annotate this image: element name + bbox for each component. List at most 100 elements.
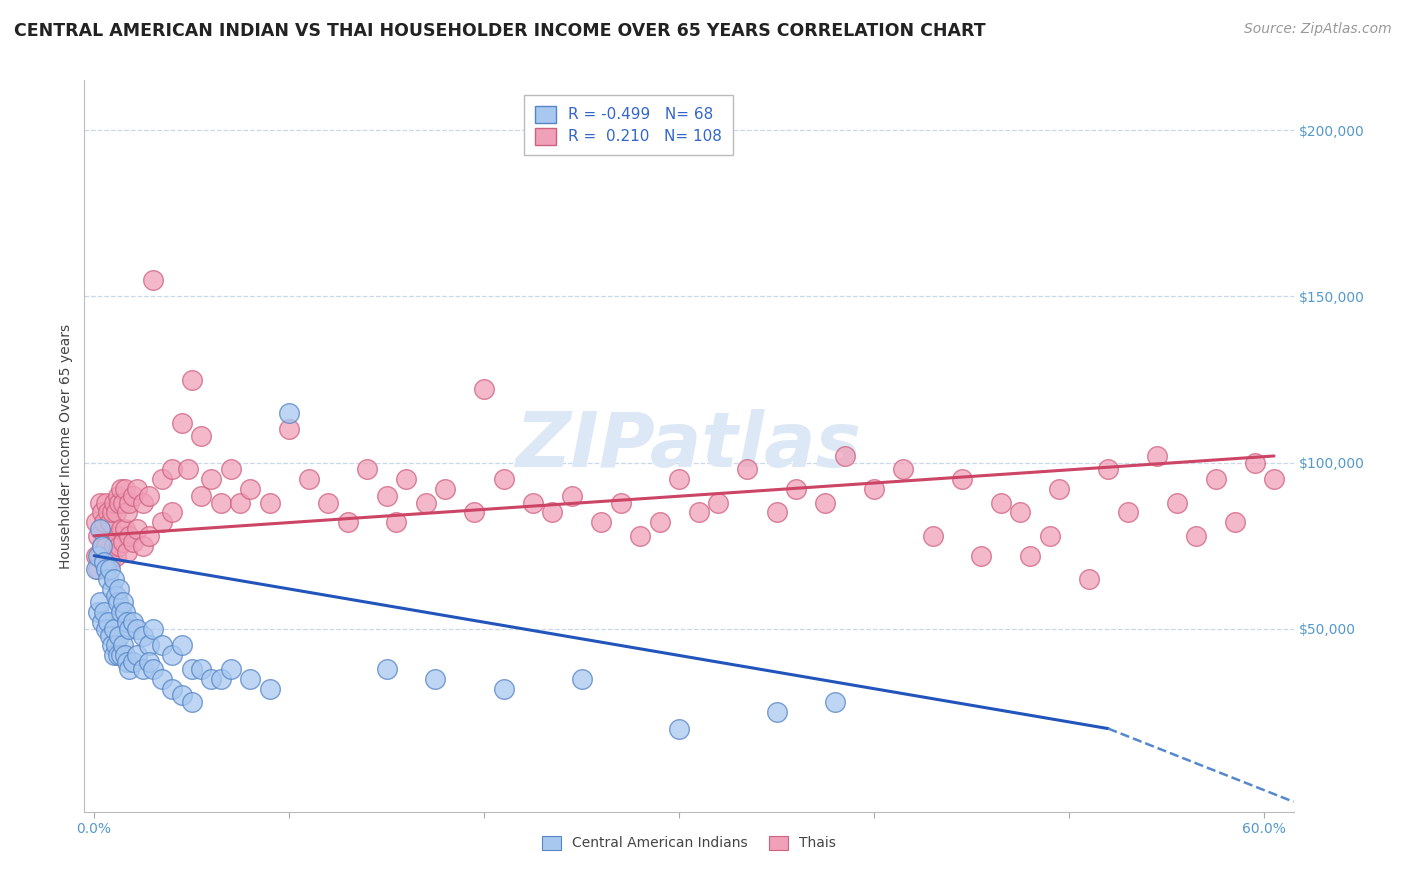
Point [356,462,378,476]
Point [110,648,132,663]
Point [209,672,232,686]
Point [118,529,141,543]
Point [100,639,122,653]
Point [950,472,973,486]
Point [97,572,120,586]
Point [89,522,111,536]
Point [107,529,129,543]
Point [114,648,136,663]
Point [395,472,418,486]
Point [132,495,155,509]
Point [415,495,437,509]
Point [108,582,131,596]
Point [114,522,136,536]
Point [108,628,131,642]
Point [765,705,787,719]
Point [609,495,631,509]
Point [628,529,651,543]
Point [117,615,139,630]
Point [125,522,148,536]
Point [180,695,202,709]
Point [142,273,165,287]
Point [122,489,145,503]
Point [94,562,117,576]
Point [1185,529,1208,543]
Point [117,506,139,520]
Text: ZIPatlas: ZIPatlas [516,409,862,483]
Point [122,655,145,669]
Point [336,516,359,530]
Point [375,662,398,676]
Point [112,595,135,609]
Point [990,495,1012,509]
Point [200,672,222,686]
Point [180,662,202,676]
Point [104,639,127,653]
Point [138,489,160,503]
Point [209,495,232,509]
Point [1019,549,1042,563]
Point [472,383,495,397]
Point [160,648,183,663]
Point [103,572,125,586]
Point [90,539,112,553]
Point [190,662,212,676]
Point [170,416,193,430]
Point [893,462,915,476]
Point [863,482,886,496]
Point [108,495,131,509]
Point [170,639,193,653]
Point [150,472,173,486]
Point [103,539,125,553]
Point [970,549,993,563]
Point [103,622,125,636]
Point [104,506,127,520]
Point [150,639,173,653]
Point [522,495,544,509]
Point [98,516,121,530]
Point [89,549,111,563]
Point [93,555,115,569]
Point [118,495,141,509]
Point [150,672,173,686]
Point [278,406,301,420]
Point [90,539,112,553]
Point [138,639,160,653]
Point [492,472,515,486]
Point [239,672,262,686]
Point [100,506,122,520]
Point [89,595,111,609]
Point [138,529,160,543]
Point [316,495,339,509]
Point [541,506,564,520]
Point [125,622,148,636]
Point [1205,472,1227,486]
Point [112,495,135,509]
Point [425,672,447,686]
Point [142,662,165,676]
Point [160,681,183,696]
Point [385,516,408,530]
Point [94,622,117,636]
Point [104,549,127,563]
Point [84,562,107,576]
Point [591,516,613,530]
Point [150,516,173,530]
Point [89,495,111,509]
Point [125,482,148,496]
Point [93,605,115,619]
Point [259,495,281,509]
Point [87,605,110,619]
Point [103,495,125,509]
Point [834,449,856,463]
Point [132,662,155,676]
Point [90,615,112,630]
Point [94,539,117,553]
Point [98,562,121,576]
Point [1223,516,1246,530]
Point [118,622,141,636]
Point [492,681,515,696]
Point [93,516,115,530]
Point [180,372,202,386]
Point [737,462,759,476]
